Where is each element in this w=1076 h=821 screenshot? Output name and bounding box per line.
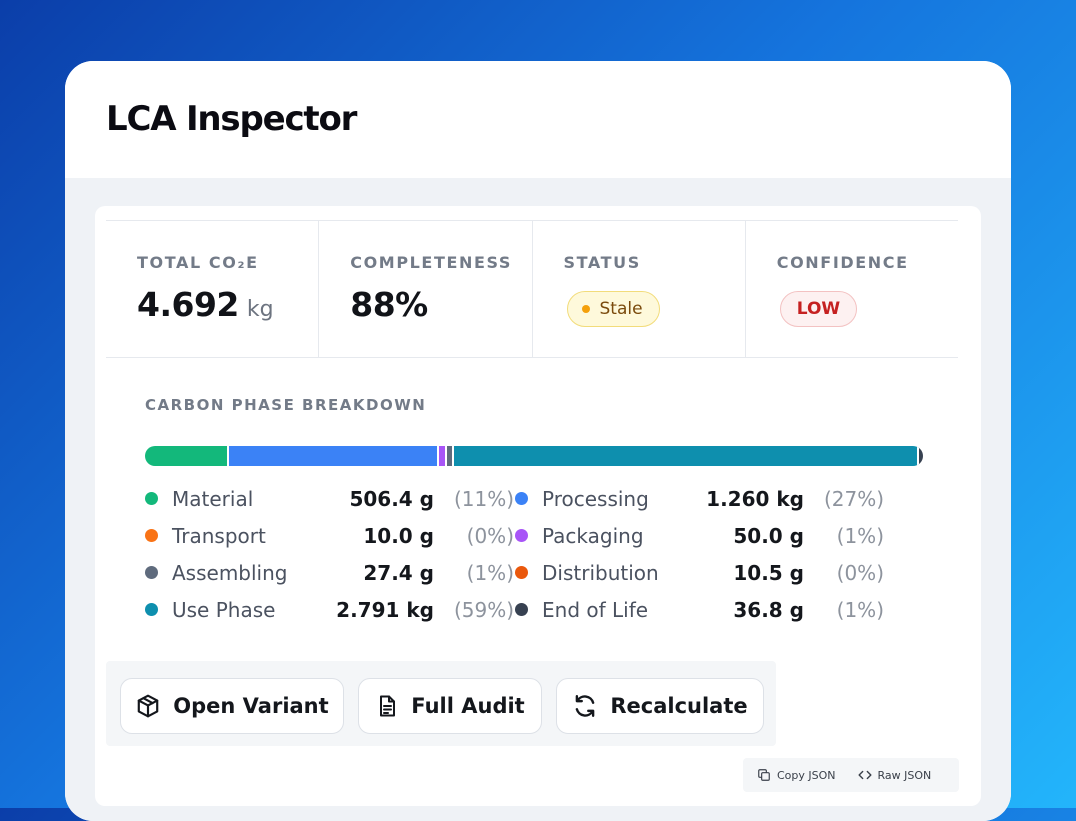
legend-item: Assembling 27.4 g (1%) — [145, 558, 515, 587]
completeness-value: 88% — [350, 285, 428, 324]
code-icon — [857, 770, 872, 780]
legend-phase-percent: (1%) — [836, 597, 884, 622]
recalculate-label: Recalculate — [610, 694, 748, 718]
stat-value: 4.692 kg — [137, 285, 274, 324]
legend-phase-percent: (1%) — [836, 523, 884, 548]
legend-item: Transport 10.0 g (0%) — [145, 521, 515, 550]
open-variant-label: Open Variant — [173, 694, 329, 718]
legend-phase-name: Processing — [542, 486, 649, 511]
open-variant-button[interactable]: Open Variant — [120, 678, 344, 734]
legend-phase-value: 2.791 kg — [336, 597, 434, 622]
stats-row: TOTAL CO₂E 4.692 kg COMPLETENESS 88% STAT… — [106, 220, 958, 358]
legend-phase-value: 27.4 g — [363, 560, 434, 585]
total-co2e-unit: kg — [246, 297, 274, 322]
section-title: CARBON PHASE BREAKDOWN — [145, 396, 427, 414]
json-tools: Copy JSON Raw JSON — [743, 758, 959, 792]
phase-segment-material — [145, 446, 230, 466]
legend-item: Packaging 50.0 g (1%) — [515, 521, 925, 550]
legend-phase-percent: (11%) — [453, 486, 514, 511]
copy-json-label: Copy JSON — [777, 768, 836, 782]
legend-phase-name: Packaging — [542, 523, 644, 548]
raw-json-label: Raw JSON — [877, 768, 932, 782]
phase-segment-processing — [229, 446, 440, 466]
legend-phase-name: Distribution — [542, 560, 659, 585]
full-audit-button[interactable]: Full Audit — [358, 678, 542, 734]
status-dot-icon — [581, 305, 590, 313]
legend-dot-icon — [145, 603, 158, 616]
legend-item: Distribution 10.5 g (0%) — [515, 558, 925, 587]
raw-json-button[interactable]: Raw JSON — [857, 768, 932, 782]
phase-breakdown-bar — [145, 446, 923, 466]
confidence-badge-label: LOW — [796, 299, 841, 319]
legend-phase-name: Assembling — [172, 560, 288, 585]
legend-dot-icon — [145, 492, 158, 505]
lca-inspector-window: LCA Inspector TOTAL CO₂E 4.692 kg COMPLET… — [65, 61, 1011, 821]
window-header: LCA Inspector — [65, 61, 1011, 178]
legend-phase-name: End of Life — [542, 597, 649, 622]
lca-card: TOTAL CO₂E 4.692 kg COMPLETENESS 88% STAT… — [95, 206, 981, 806]
legend-phase-value: 1.260 kg — [706, 486, 804, 511]
stat-label: TOTAL CO₂E — [137, 253, 259, 272]
legend-item: Use Phase 2.791 kg (59%) — [145, 595, 515, 624]
legend-phase-percent: (0%) — [836, 560, 884, 585]
phase-segment-use-phase — [454, 446, 920, 466]
status-badge: Stale — [566, 291, 660, 327]
legend-dot-icon — [145, 566, 158, 579]
stat-total-co2e: TOTAL CO₂E 4.692 kg — [106, 221, 320, 357]
copy-json-button[interactable]: Copy JSON — [757, 768, 836, 782]
legend-phase-value: 50.0 g — [733, 523, 804, 548]
confidence-badge: LOW — [779, 291, 858, 327]
legend-item: Material 506.4 g (11%) — [145, 484, 515, 513]
phase-segment-end-of-life — [919, 446, 923, 466]
phase-legend: Material 506.4 g (11%) Processing 1.260 kg (2… — [145, 484, 925, 624]
document-icon — [380, 695, 396, 717]
legend-phase-name: Transport — [172, 523, 266, 548]
legend-phase-percent: (59%) — [453, 597, 514, 622]
window-body: TOTAL CO₂E 4.692 kg COMPLETENESS 88% STAT… — [65, 178, 1011, 821]
legend-phase-value: 10.5 g — [733, 560, 804, 585]
phase-segment-packaging — [439, 446, 448, 466]
stat-label: STATUS — [563, 253, 641, 272]
stat-label: CONFIDENCE — [776, 253, 909, 272]
legend-dot-icon — [515, 566, 528, 579]
legend-phase-value: 10.0 g — [363, 523, 434, 548]
legend-phase-percent: (27%) — [823, 486, 884, 511]
legend-phase-percent: (0%) — [466, 523, 514, 548]
legend-dot-icon — [145, 529, 158, 542]
legend-phase-name: Use Phase — [172, 597, 276, 622]
full-audit-label: Full Audit — [411, 694, 525, 718]
legend-dot-icon — [515, 603, 528, 616]
refresh-icon — [576, 695, 595, 717]
legend-phase-name: Material — [172, 486, 254, 511]
legend-dot-icon — [515, 492, 528, 505]
legend-item: Processing 1.260 kg (27%) — [515, 484, 925, 513]
total-co2e-value: 4.692 — [137, 285, 239, 324]
legend-item: End of Life 36.8 g (1%) — [515, 595, 925, 624]
copy-icon — [758, 769, 770, 781]
phase-segment-assembling — [447, 446, 455, 466]
legend-phase-percent: (1%) — [466, 560, 514, 585]
stat-status: STATUS Stale — [533, 221, 746, 357]
stat-completeness: COMPLETENESS 88% — [319, 221, 533, 357]
stat-confidence: CONFIDENCE LOW — [746, 221, 958, 357]
box-icon — [138, 694, 159, 718]
action-bar: Open Variant Full Audit — [106, 661, 776, 746]
legend-dot-icon — [515, 529, 528, 542]
stat-label: COMPLETENESS — [350, 253, 513, 272]
window-title: LCA Inspector — [106, 99, 357, 139]
legend-phase-value: 36.8 g — [733, 597, 804, 622]
recalculate-button[interactable]: Recalculate — [556, 678, 764, 734]
status-badge-label: Stale — [599, 299, 643, 319]
legend-phase-value: 506.4 g — [349, 486, 434, 511]
